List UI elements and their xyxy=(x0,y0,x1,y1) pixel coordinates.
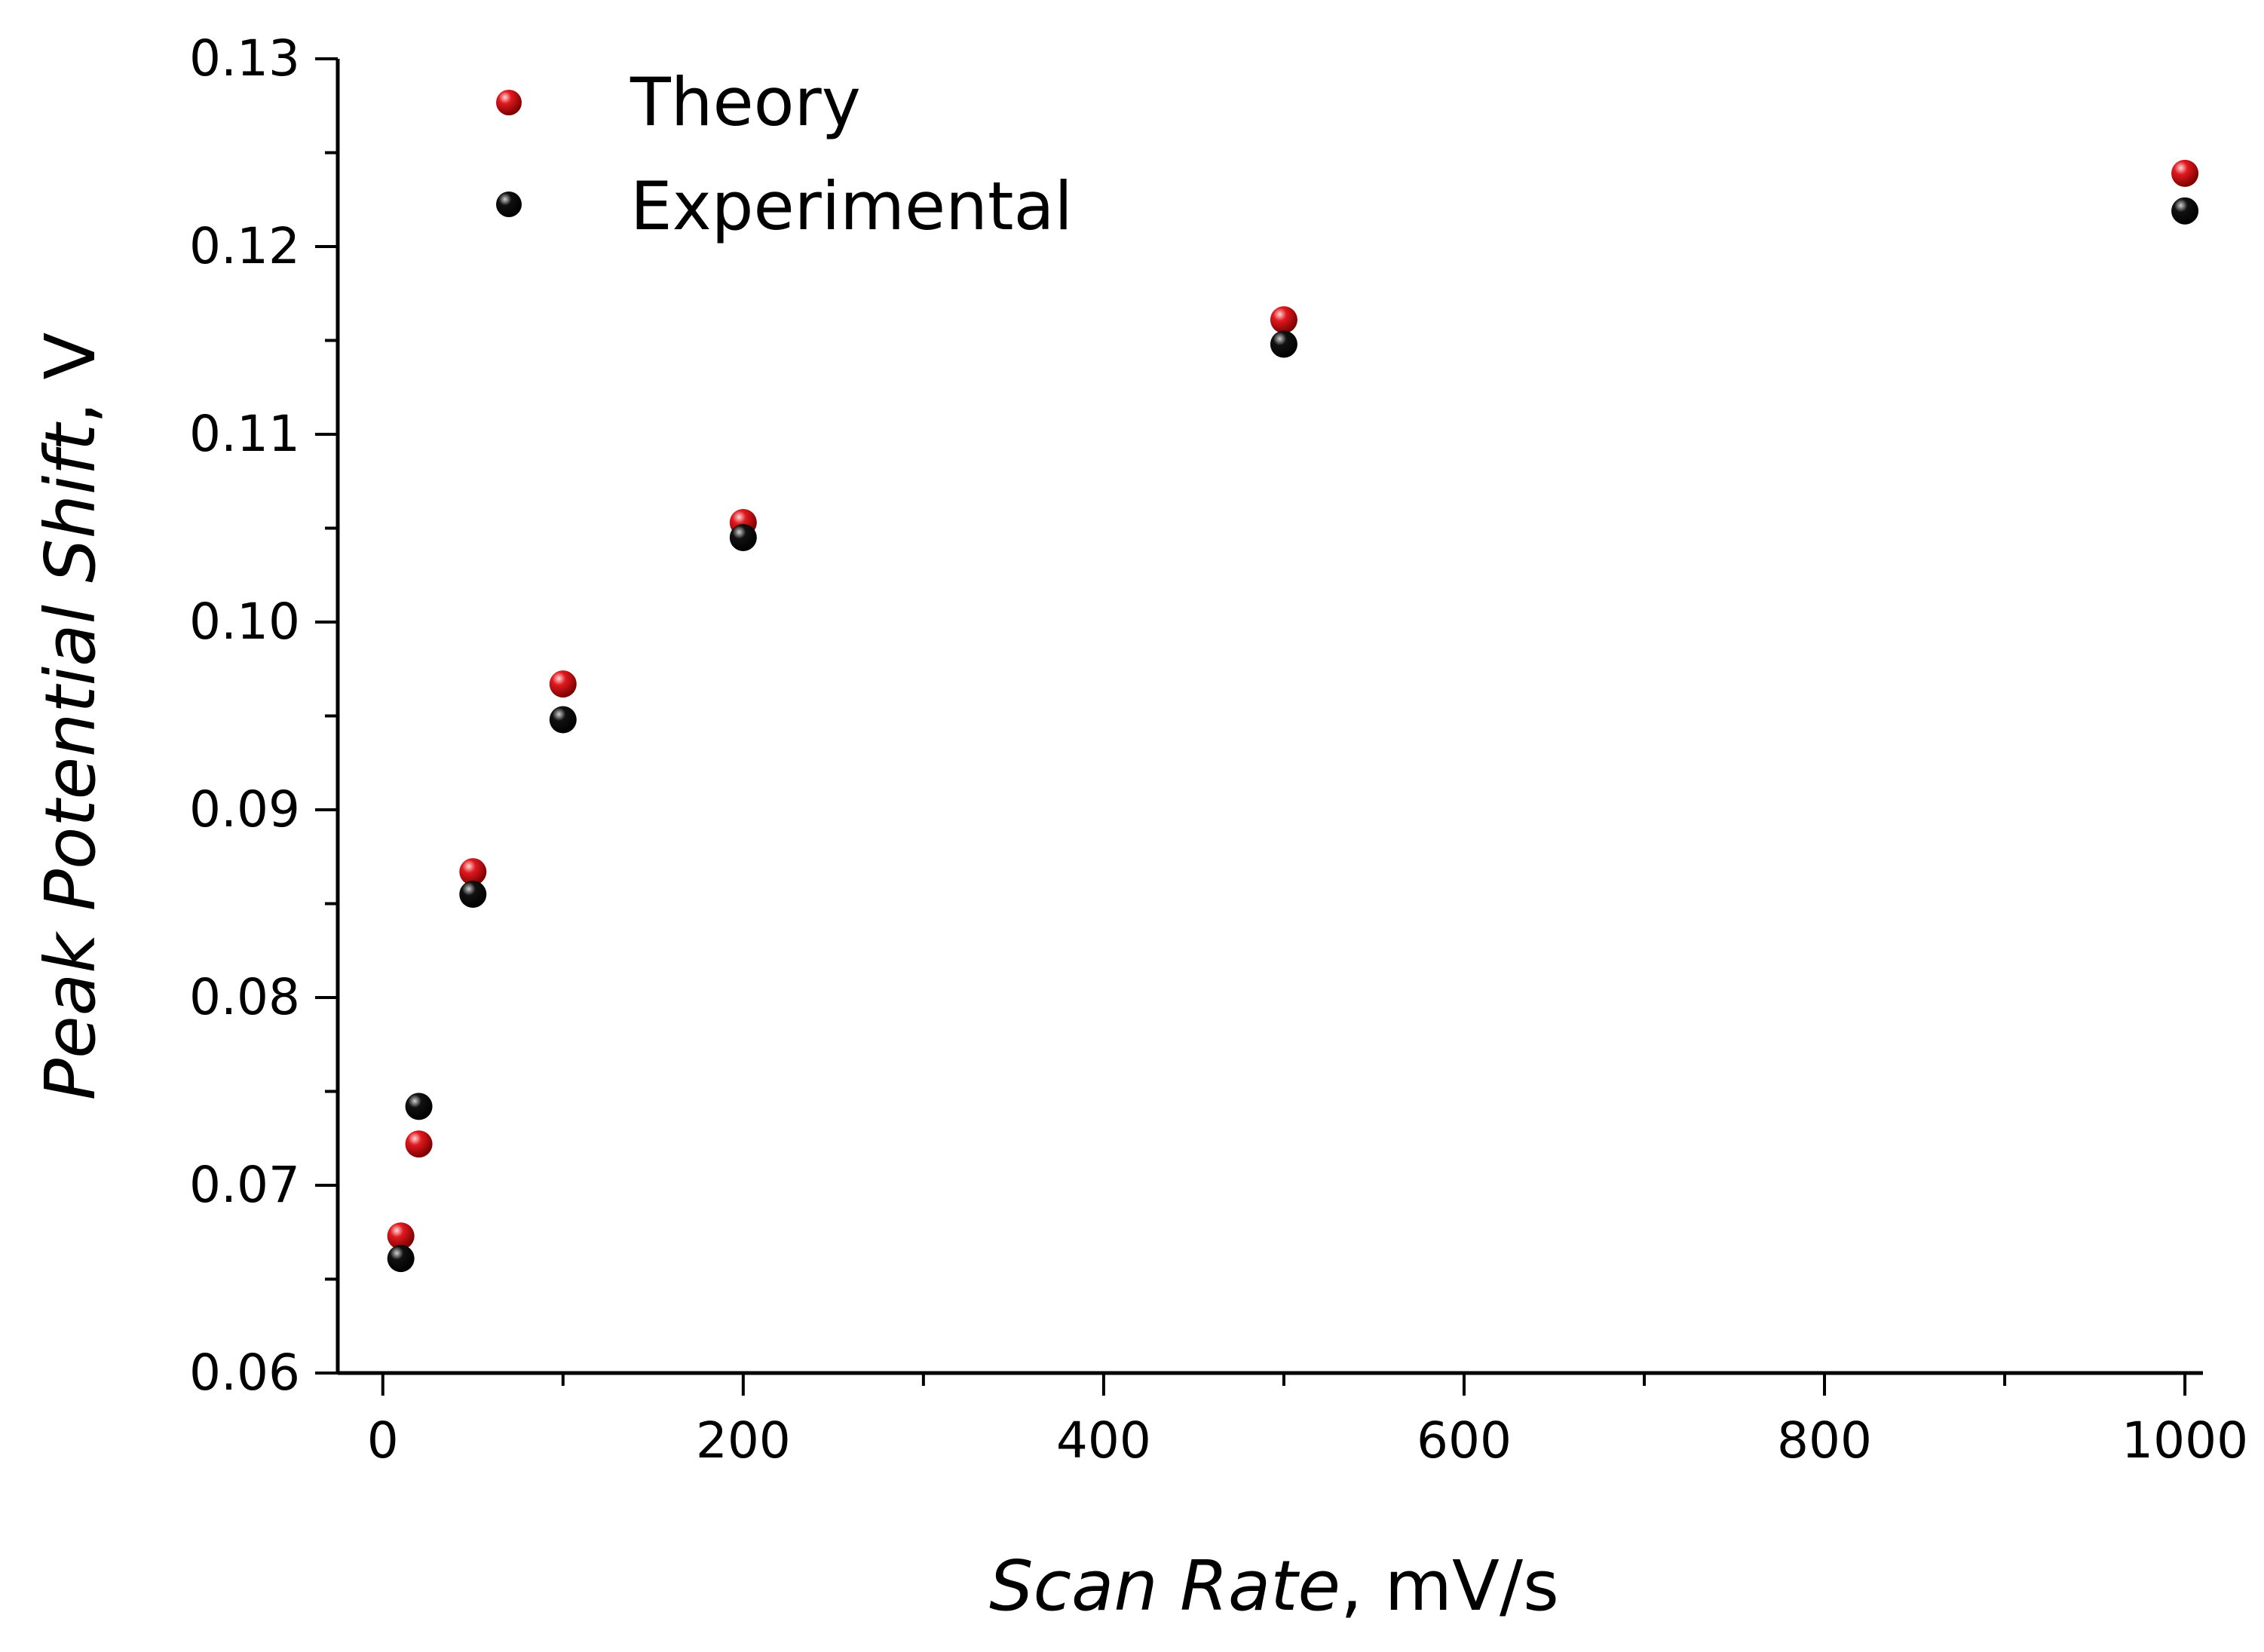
y-tick-label: 0.10 xyxy=(189,593,300,651)
x-tick-label: 1000 xyxy=(2122,1411,2248,1470)
y-tick-label: 0.09 xyxy=(189,780,300,838)
point-experimental xyxy=(549,706,577,734)
point-experimental xyxy=(729,523,757,551)
point-experimental xyxy=(405,1093,433,1120)
point-theory xyxy=(2171,159,2199,187)
point-experimental xyxy=(2171,197,2199,225)
data-points xyxy=(387,159,2199,1273)
point-theory xyxy=(459,858,487,886)
legend-marker-theory xyxy=(496,90,522,115)
legend: Theory Experimental xyxy=(496,63,1073,245)
plot-area xyxy=(335,59,2203,1375)
y-ticks: 0.06 0.07 0.08 0.09 0.10 0.11 0.12 0.13 xyxy=(189,29,338,1402)
point-theory xyxy=(405,1130,433,1158)
legend-label-theory: Theory xyxy=(630,63,861,141)
y-axis-title: Peak Potential Shift, V xyxy=(30,333,111,1101)
point-experimental xyxy=(1270,330,1297,358)
y-tick-label: 0.12 xyxy=(189,217,300,275)
point-experimental xyxy=(387,1245,415,1273)
x-tick-label: 600 xyxy=(1417,1411,1512,1470)
y-tick-label: 0.07 xyxy=(189,1156,300,1214)
legend-marker-experimental xyxy=(496,192,522,217)
point-theory xyxy=(549,670,577,698)
point-theory xyxy=(387,1222,415,1250)
x-tick-label: 400 xyxy=(1056,1411,1151,1470)
legend-label-experimental: Experimental xyxy=(630,167,1073,245)
y-tick-label: 0.08 xyxy=(189,968,300,1026)
y-tick-label: 0.06 xyxy=(189,1344,300,1402)
x-ticks: 0 200 400 600 800 1000 xyxy=(367,1373,2248,1470)
x-tick-label: 800 xyxy=(1777,1411,1872,1470)
y-tick-label: 0.13 xyxy=(189,29,300,87)
x-tick-label: 200 xyxy=(696,1411,791,1470)
x-tick-label: 0 xyxy=(367,1411,399,1470)
x-axis-title: Scan Rate, mV/s xyxy=(989,1546,1559,1626)
point-theory xyxy=(1270,306,1297,334)
point-experimental xyxy=(459,881,487,909)
y-tick-label: 0.11 xyxy=(189,405,300,463)
